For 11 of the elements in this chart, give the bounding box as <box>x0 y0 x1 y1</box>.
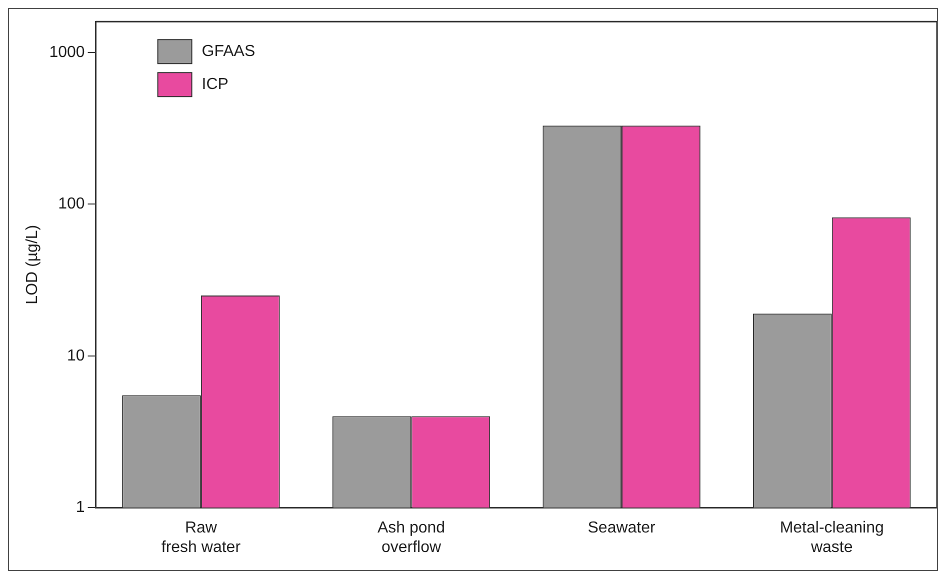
legend-label: GFAAS <box>202 43 256 60</box>
legend-label: ICP <box>202 76 228 94</box>
y-tick-label: 1000 <box>49 44 85 61</box>
x-tick-label: Metal-cleaning waste <box>780 520 884 556</box>
y-tick-label: 1 <box>76 499 85 516</box>
x-tick-label: Ash pond overflow <box>377 520 446 556</box>
y-tick-label: 100 <box>58 196 85 213</box>
x-tick-label: Seawater <box>588 520 656 537</box>
y-tick-label: 10 <box>66 347 85 364</box>
x-tick-label: Raw fresh water <box>161 520 242 556</box>
y-axis-title: LOD (µg/L) <box>24 224 42 304</box>
